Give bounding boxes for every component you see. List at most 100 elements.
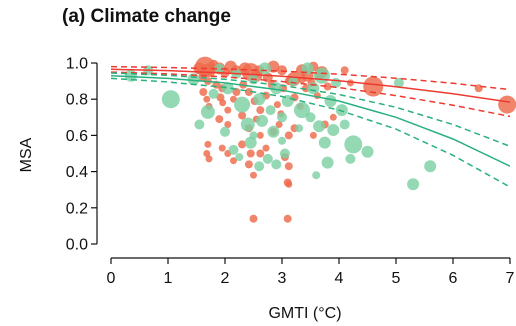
green-point-23	[324, 95, 337, 107]
green-point-15	[270, 82, 283, 95]
green-point-37	[271, 159, 282, 170]
x-tick-label-7: 7	[506, 270, 515, 287]
green-point-42	[295, 124, 304, 133]
red-point-52	[256, 131, 264, 139]
green-point-21	[307, 82, 320, 95]
red-point-79	[323, 82, 332, 91]
green-point-2	[161, 90, 180, 109]
x-axis-label: GMTI (°C)	[268, 305, 341, 322]
green-point-49	[424, 160, 437, 173]
red-point-49	[238, 111, 247, 120]
green-point-35	[244, 136, 257, 149]
green-point-38	[279, 148, 290, 159]
red-point-63	[246, 149, 255, 158]
red-point-62	[238, 140, 247, 149]
red-point-33	[244, 88, 253, 96]
red-point-48	[224, 121, 232, 128]
green-point-52	[339, 119, 350, 130]
red-point-68	[203, 150, 211, 157]
green-point-40	[267, 125, 280, 138]
green-point-26	[313, 120, 326, 133]
green-point-39	[235, 153, 244, 162]
green-point-10	[240, 117, 255, 132]
green-point-47	[393, 77, 404, 88]
x-tick-label-2: 2	[221, 270, 230, 287]
red-point-47	[215, 115, 224, 124]
red-solid-curve-0	[110, 68, 511, 103]
red-dashed-curve-1	[110, 65, 511, 91]
green-point-6	[214, 63, 225, 74]
green-point-43	[305, 112, 316, 123]
green-point-41	[256, 114, 268, 127]
green-point-20	[301, 62, 314, 75]
x-tick-label-1: 1	[164, 270, 173, 287]
red-point-38	[273, 101, 281, 109]
axes: 0.0 0.2 0.4 0.6 0.8 1.0 0 1 2 3 4 5 6 7	[66, 56, 515, 288]
red-point-31	[232, 88, 241, 96]
red-point-61	[218, 144, 226, 152]
green-point-29	[344, 135, 363, 154]
x-tick-label-6: 6	[449, 270, 458, 287]
green-point-45	[208, 88, 219, 99]
green-point-36	[262, 153, 273, 164]
green-point-12	[253, 93, 266, 106]
red-point-25	[203, 95, 211, 103]
green-point-19	[294, 102, 310, 119]
y-tick-label-0: 0.0	[66, 237, 88, 254]
red-point-55	[284, 131, 293, 140]
green-point-31	[345, 153, 356, 164]
red-point-77	[283, 214, 292, 223]
green-point-16	[277, 112, 287, 123]
green-point-13	[258, 62, 271, 75]
red-point-72	[244, 160, 253, 169]
green-dashed-curve-5	[110, 77, 511, 188]
x-tick-label-3: 3	[278, 270, 287, 287]
y-tick-label-3: 0.6	[66, 128, 88, 145]
green-point-3	[187, 73, 200, 86]
green-point-7	[221, 82, 234, 95]
red-point-54	[275, 121, 283, 128]
y-tick-label-4: 0.8	[66, 92, 88, 109]
red-point-67	[284, 162, 293, 171]
green-point-34	[228, 144, 239, 155]
green-point-48	[407, 178, 420, 191]
red-point-64	[256, 149, 265, 158]
red-point-75	[285, 180, 293, 188]
y-tick-label-2: 0.4	[66, 164, 88, 181]
red-point-85	[498, 95, 516, 114]
green-point-30	[361, 145, 374, 158]
red-point-29	[224, 106, 232, 114]
x-tick-label-0: 0	[107, 270, 116, 287]
green-point-27	[327, 124, 340, 136]
green-point-25	[335, 104, 348, 117]
y-tick-label-5: 1.0	[66, 56, 88, 73]
green-dashed-curve-4	[110, 72, 511, 148]
scatter-points	[124, 56, 516, 223]
red-point-57	[309, 131, 317, 139]
red-point-28	[219, 99, 227, 107]
green-point-5	[200, 104, 215, 119]
green-point-32	[321, 156, 334, 169]
x-tick-label-4: 4	[335, 270, 344, 287]
green-point-33	[312, 171, 321, 180]
green-point-28	[318, 136, 331, 149]
green-point-50	[278, 136, 286, 145]
green-point-44	[220, 126, 230, 137]
red-point-76	[249, 214, 258, 223]
red-point-65	[262, 144, 270, 152]
red-point-83	[363, 76, 384, 97]
red-point-81	[340, 66, 349, 75]
red-point-14	[277, 65, 287, 76]
chart-title: (a) Climate change	[62, 6, 231, 27]
green-point-14	[265, 105, 276, 116]
green-point-9	[234, 96, 251, 113]
green-point-51	[249, 131, 258, 140]
red-point-71	[230, 157, 237, 165]
red-point-69	[205, 155, 213, 163]
green-point-22	[313, 67, 330, 84]
red-point-60	[204, 140, 212, 148]
red-point-80	[298, 75, 306, 84]
red-point-35	[256, 106, 265, 115]
y-axis-label: MSA	[18, 137, 35, 172]
